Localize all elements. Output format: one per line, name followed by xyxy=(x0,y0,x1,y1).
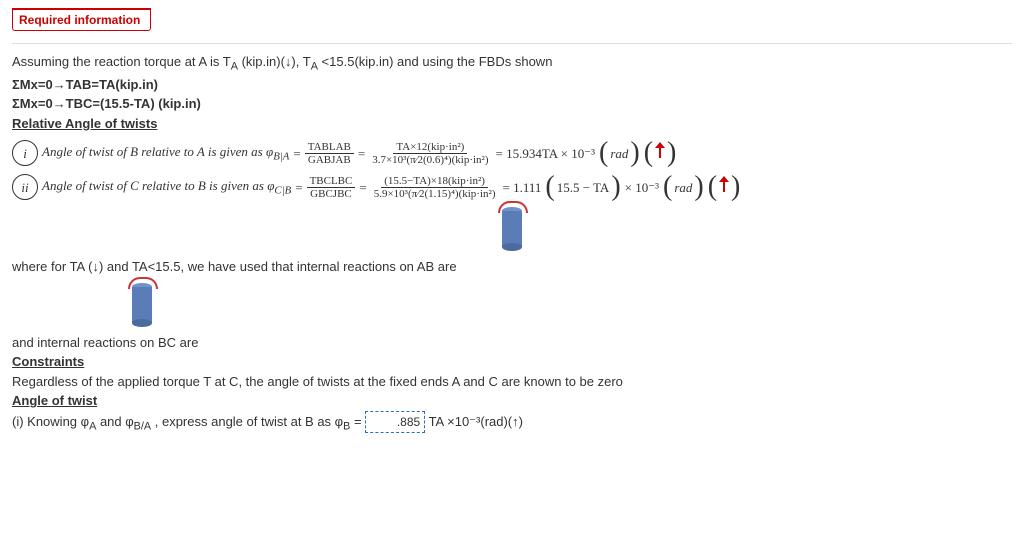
eq-i-frac1: TABLAB GABJAB xyxy=(305,141,354,166)
equation-sum-1: ΣMx=0→TAB=TA(kip.in) xyxy=(12,75,1012,95)
paren-expr: (15.5 − TA) xyxy=(545,173,620,201)
where-text: where for TA (↓) and TA<15.5, we have us… xyxy=(12,257,1012,277)
den: GABJAB xyxy=(305,154,354,166)
text: Angle of twist of C relative to B is giv… xyxy=(42,178,274,193)
arrow-up-icon xyxy=(655,142,665,160)
expr: 15.5 − TA xyxy=(555,178,612,198)
cylinder-ab-figure xyxy=(12,207,1012,251)
eq-ii-result-a: = 1.111 xyxy=(502,178,541,198)
sub: C|B xyxy=(274,185,291,197)
eq-i-lead: Angle of twist of B relative to A is giv… xyxy=(42,142,289,165)
bc-text: and internal reactions on BC are xyxy=(12,333,1012,353)
eq-ii-result-c: × 10⁻³ xyxy=(625,178,659,198)
den: GBCJBC xyxy=(307,188,355,200)
num: TA×12(kip·in²) xyxy=(393,141,467,154)
den: 5.9×10³(π⁄2(1.15)⁴)(kip·in²) xyxy=(371,188,499,200)
text: = xyxy=(354,414,362,429)
text: Assuming the reaction torque at A is T xyxy=(12,54,231,69)
text: <15.5(kip.in) and using the FBDs shown xyxy=(322,54,553,69)
paren-arrow: () xyxy=(708,173,741,201)
text: Angle of twist of B relative to A is giv… xyxy=(42,144,273,159)
intro-line-1: Assuming the reaction torque at A is TA … xyxy=(12,52,1012,75)
phi-b-input[interactable]: .885 xyxy=(365,411,425,433)
equals: = xyxy=(359,178,366,198)
eq-ii-lead: Angle of twist of C relative to B is giv… xyxy=(42,176,291,199)
equation-ii-row: ii Angle of twist of C relative to B is … xyxy=(12,173,1012,201)
unit: rad xyxy=(672,178,694,198)
sub: B|A xyxy=(273,151,289,163)
equals: = xyxy=(293,144,300,164)
num: TABLAB xyxy=(305,141,354,154)
text: , express angle of twist at B as φ xyxy=(155,414,343,429)
angle-line: (i) Knowing φA and φB/A , express angle … xyxy=(12,411,1012,435)
unit: rad xyxy=(608,144,630,164)
problem-body: Assuming the reaction torque at A is TA … xyxy=(12,52,1012,435)
divider xyxy=(12,43,1012,44)
arrow-up-icon xyxy=(719,176,729,194)
text: (kip.in)(↓), T xyxy=(242,54,311,69)
eq-i-frac2: TA×12(kip·in²) 3.7×10³(π⁄2(0.6)⁴)(kip·in… xyxy=(369,141,491,166)
relative-angle-heading: Relative Angle of twists xyxy=(12,114,1012,134)
equals: = xyxy=(295,178,302,198)
equation-sum-2: ΣMx=0→TBC=(15.5-TA) (kip.in) xyxy=(12,94,1012,114)
text: and φ xyxy=(100,414,134,429)
paren-rad: (rad) xyxy=(599,139,640,167)
text: (i) Knowing φ xyxy=(12,414,89,429)
constraints-heading: Constraints xyxy=(12,352,1012,372)
step-i-icon: i xyxy=(12,140,38,166)
num: (15.5−TA)×18(kip·in²) xyxy=(381,175,488,188)
constraints-text: Regardless of the applied torque T at C,… xyxy=(12,372,1012,392)
equation-i-row: i Angle of twist of B relative to A is g… xyxy=(12,139,1012,167)
step-ii-icon: ii xyxy=(12,174,38,200)
eq-ii-frac2: (15.5−TA)×18(kip·in²) 5.9×10³(π⁄2(1.15)⁴… xyxy=(371,175,499,200)
angle-heading: Angle of twist xyxy=(12,391,1012,411)
text: TA ×10⁻³(rad)(↑) xyxy=(429,414,523,429)
eq-ii-frac1: TBCLBC GBCJBC xyxy=(307,175,356,200)
required-info-tab: Required information xyxy=(12,8,151,31)
paren-rad: (rad) xyxy=(663,173,704,201)
cylinder-bc-figure xyxy=(132,283,1012,327)
eq-i-result: = 15.934TA × 10⁻³ xyxy=(496,144,596,164)
num: TBCLBC xyxy=(307,175,356,188)
den: 3.7×10³(π⁄2(0.6)⁴)(kip·in²) xyxy=(369,154,491,166)
equals: = xyxy=(358,144,365,164)
paren-arrow: () xyxy=(644,139,677,167)
